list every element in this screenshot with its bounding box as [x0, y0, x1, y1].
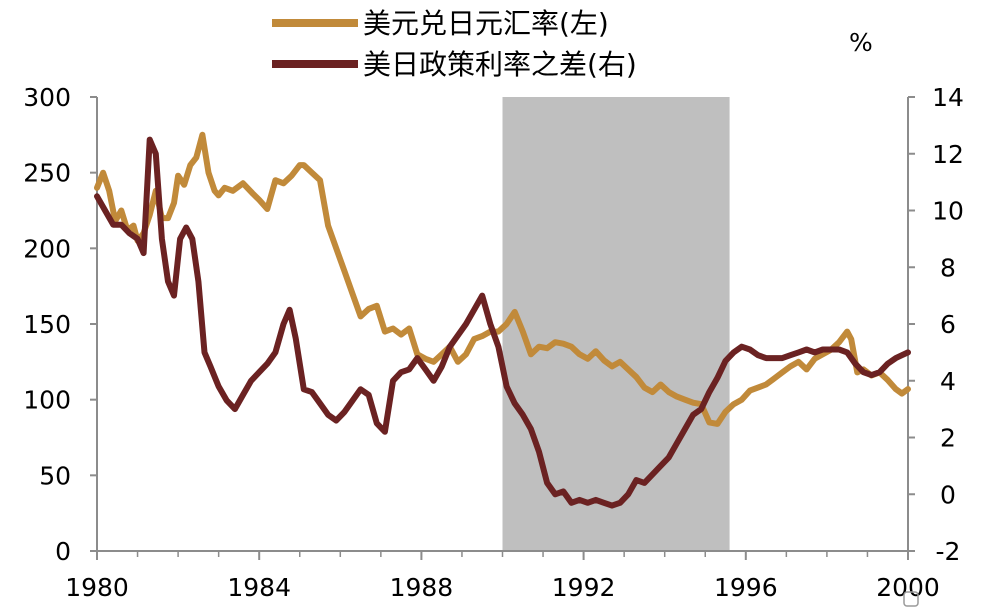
left-tick-label: 50 — [39, 461, 71, 490]
x-tick-label: 1980 — [65, 573, 129, 602]
watermark — [903, 591, 919, 607]
x-tick-label: 1992 — [552, 573, 616, 602]
legend: 美元兑日元汇率(左) 美日政策利率之差(右) — [272, 7, 637, 81]
x-tick-label: 1984 — [227, 573, 291, 602]
right-tick-label: 8 — [940, 253, 956, 282]
left-tick-label: 0 — [55, 537, 71, 566]
left-tick-label: 300 — [23, 83, 71, 112]
tick-labels: 0 50 100 150 200 250 300 -2 0 2 4 6 8 10 12 14 1980 1984 1… — [23, 83, 964, 602]
right-tick-label: 0 — [940, 480, 956, 509]
right-tick-label: 6 — [940, 310, 956, 339]
right-tick-label: 4 — [940, 367, 956, 396]
x-tick-label: 2000 — [876, 573, 940, 602]
right-tick-label: 10 — [932, 197, 964, 226]
left-tick-label: 100 — [23, 386, 71, 415]
left-tick-label: 200 — [23, 234, 71, 263]
series-line-rate-diff — [94, 136, 911, 509]
right-tick-label: 12 — [932, 140, 964, 169]
right-tick-label: 2 — [940, 424, 956, 453]
left-tick-label: 250 — [23, 159, 71, 188]
left-tick-label: 150 — [23, 310, 71, 339]
legend-label-usdjpy: 美元兑日元汇率(左) — [363, 7, 609, 40]
watermark-icon — [903, 591, 919, 607]
x-tick-label: 1988 — [390, 573, 454, 602]
legend-label-rate-diff: 美日政策利率之差(右) — [363, 48, 637, 81]
right-axis-unit: % — [849, 28, 873, 57]
x-tick-label: 1996 — [714, 573, 778, 602]
axes — [90, 96, 915, 560]
right-tick-label: 14 — [932, 83, 964, 112]
shaded-period — [502, 97, 730, 551]
right-tick-label: -2 — [936, 537, 961, 566]
series-lines — [94, 131, 911, 509]
series-line-usdjpy — [94, 131, 911, 427]
